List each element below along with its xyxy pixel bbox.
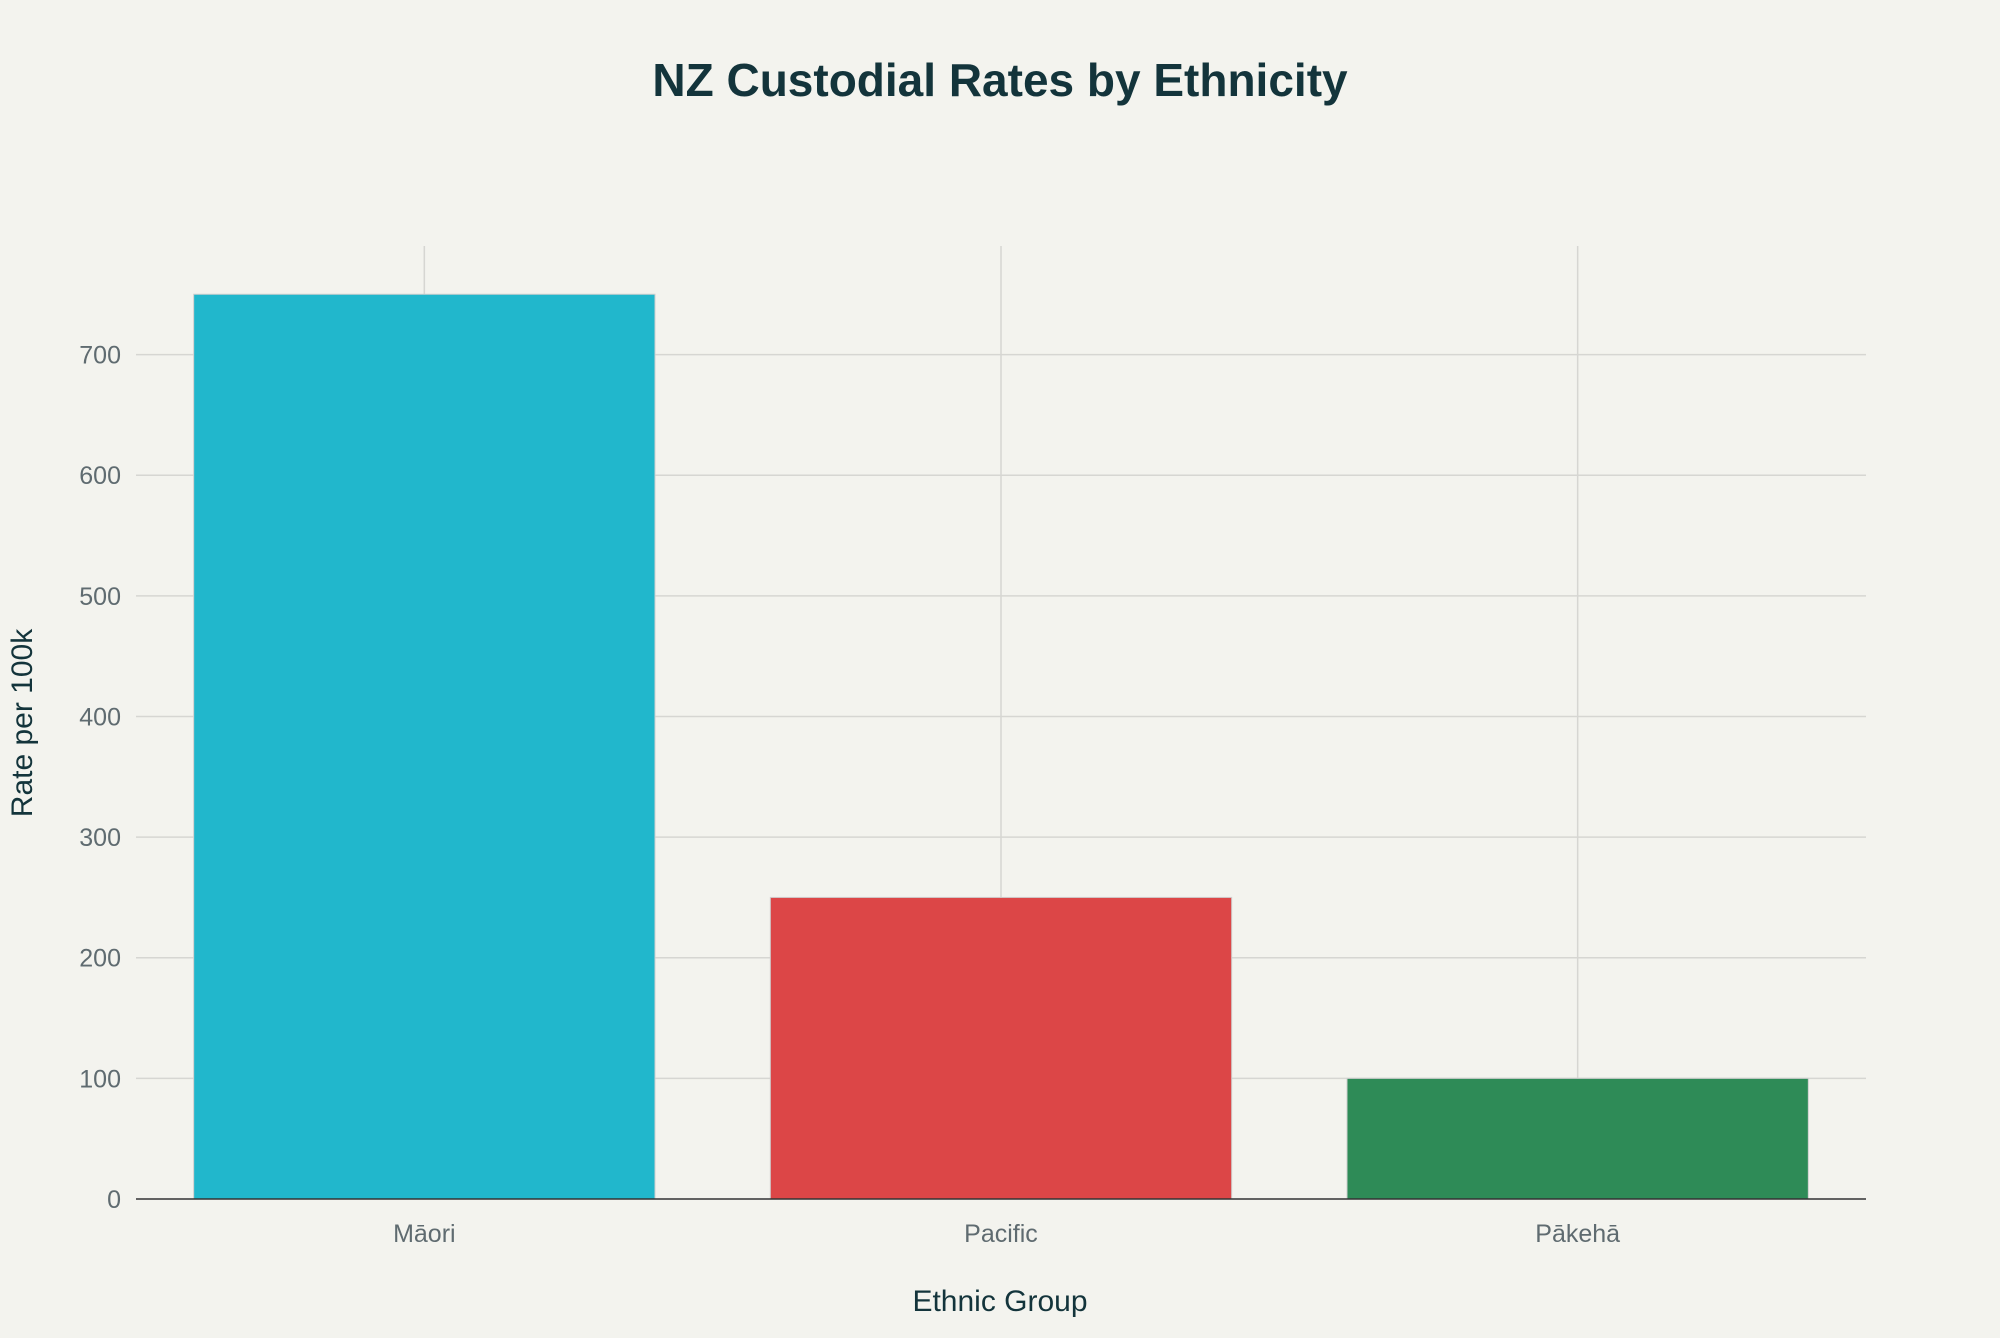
bar-pacific <box>769 896 1233 1200</box>
y-tick-labels: 0 100 200 300 400 500 600 700 <box>79 342 121 1214</box>
y-tick-label: 200 <box>79 945 121 973</box>
y-tick-label: 0 <box>107 1186 121 1214</box>
y-axis-title: Rate per 100k <box>6 628 39 817</box>
y-tick-label: 500 <box>79 583 121 611</box>
bar-maori <box>193 293 656 1200</box>
chart-title: NZ Custodial Rates by Ethnicity <box>652 54 1348 106</box>
x-tick-label: Māori <box>393 1220 456 1248</box>
y-tick-label: 400 <box>79 703 121 731</box>
y-tick-label: 600 <box>79 462 121 490</box>
y-tick-label: 700 <box>79 342 121 370</box>
y-tick-label: 300 <box>79 824 121 852</box>
x-tick-label: Pākehā <box>1535 1220 1620 1248</box>
x-tick-labels: Māori Pacific Pākehā <box>393 1220 1620 1248</box>
x-axis-title: Ethnic Group <box>912 1285 1087 1318</box>
y-tick-label: 100 <box>79 1065 121 1093</box>
bar-pakeha <box>1346 1077 1809 1200</box>
x-tick-label: Pacific <box>964 1220 1038 1248</box>
